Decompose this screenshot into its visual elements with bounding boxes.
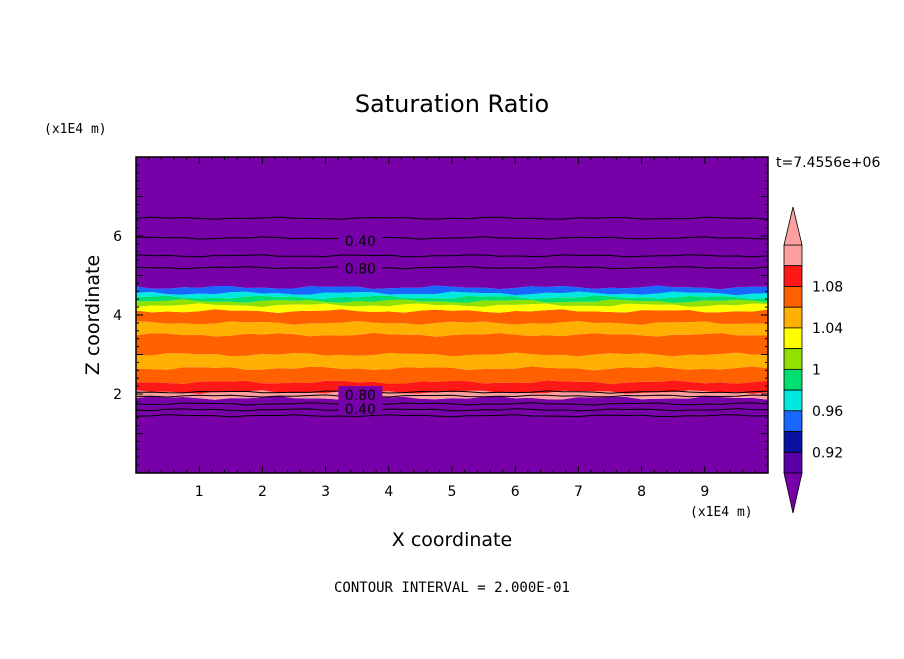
x-tick-label: 2 <box>258 484 267 500</box>
contour-label: 0.80 <box>345 262 376 278</box>
colorbar-tick-label: 0.96 <box>812 404 843 420</box>
colorbar-tick-label: 1.04 <box>812 321 843 337</box>
layer-band <box>136 295 768 303</box>
plot-area <box>136 157 768 473</box>
colorbar-swatch <box>783 348 803 370</box>
contour-label: 0.40 <box>345 402 376 418</box>
contour-line <box>135 390 769 394</box>
layer-band <box>136 366 768 384</box>
colorbar: 0.92 0.96 1 1.04 1.08 <box>783 206 843 514</box>
colorbar-swatch <box>783 244 803 267</box>
colorbar-swatch <box>783 327 803 350</box>
y-tick-label: 2 <box>113 387 122 403</box>
layer-band <box>136 396 768 473</box>
contour-line <box>135 216 769 220</box>
contour-line <box>135 254 769 258</box>
layer-band <box>136 299 768 307</box>
colorbar-swatch <box>783 286 803 308</box>
x-tick-label: 3 <box>321 484 330 500</box>
y-tick-label: 6 <box>113 229 122 245</box>
layer-band <box>136 285 768 296</box>
colorbar-tick-label: 0.92 <box>812 445 843 461</box>
layer-band <box>136 303 768 313</box>
colorbar-swatch <box>783 410 803 432</box>
contour-line <box>135 408 769 412</box>
x-tick-label: 5 <box>448 484 457 500</box>
y-tick-label: 4 <box>113 308 122 324</box>
contour-label-bg <box>338 386 383 401</box>
colorbar-swatch <box>783 265 803 287</box>
contour-label-bg <box>338 259 383 275</box>
x-tick-label: 9 <box>700 484 709 500</box>
x-tick-label: 4 <box>384 484 393 500</box>
x-tick-label: 6 <box>511 484 520 500</box>
contour-interval-label: CONTOUR INTERVAL = 2.000E-01 <box>334 580 570 596</box>
layer-band <box>136 157 768 290</box>
colorbar-swatch <box>783 389 803 412</box>
colorbar-under-arrow <box>783 472 803 514</box>
colorbar-over-arrow <box>783 206 803 246</box>
layer-band <box>136 380 768 394</box>
x-axis: 1 2 3 4 5 6 7 8 9 <box>135 157 769 500</box>
contour-lines: 0.400.800.800.40 <box>135 216 769 418</box>
layer-band <box>136 332 768 357</box>
x-tick-label: 7 <box>574 484 583 500</box>
colorbar-swatch <box>783 431 803 453</box>
contour-label-bg <box>338 231 383 247</box>
contour-line <box>135 394 769 398</box>
colorbar-tick-label: 1.08 <box>812 279 843 295</box>
colorbar-tick-label: 1 <box>812 362 821 378</box>
contour-label-bg <box>338 399 383 415</box>
x-tick-label: 8 <box>637 484 646 500</box>
colorbar-swatch <box>783 368 803 391</box>
contour-line <box>135 402 769 406</box>
contour-line <box>135 414 769 418</box>
x-tick-label: 1 <box>195 484 204 500</box>
colorbar-swatch <box>783 451 803 474</box>
layer-band <box>136 291 768 299</box>
contour-label: 0.40 <box>345 234 376 250</box>
time-label: t=7.4556e+06 <box>776 155 880 171</box>
layer-band <box>136 320 768 337</box>
x-unit-label: (x1E4 m) <box>690 505 753 520</box>
x-axis-label: X coordinate <box>392 529 512 551</box>
y-axis-label: Z coordinate <box>82 255 104 375</box>
contour-line <box>135 265 769 270</box>
y-unit-label: (x1E4 m) <box>44 122 107 137</box>
chart-title: Saturation Ratio <box>355 90 549 118</box>
y-axis: 2 4 6 <box>113 156 768 474</box>
contour-line <box>135 236 769 240</box>
layer-band <box>136 309 768 325</box>
colorbar-swatch <box>783 306 803 329</box>
layer-band <box>136 352 768 371</box>
